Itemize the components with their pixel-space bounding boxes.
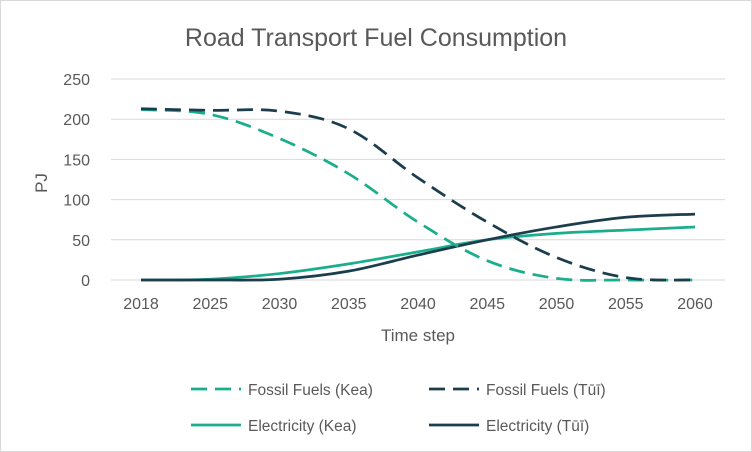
series-line-1 (140, 107, 696, 282)
legend: Fossil Fuels (Kea) Fossil Fuels (Tūī) Elec… (191, 382, 606, 435)
y-tick-label: 50 (72, 233, 90, 250)
x-axis-ticks: 2018 2025 2030 2035 2040 2045 2050 2055 2060 (123, 296, 713, 313)
y-axis-title: PJ (32, 173, 51, 193)
x-tick-label: 2018 (123, 296, 159, 313)
x-axis-title: Time step (381, 326, 455, 345)
gridlines (111, 78, 725, 281)
series-line-2 (140, 225, 696, 282)
x-tick-label: 2030 (262, 296, 298, 313)
x-tick-label: 2040 (400, 296, 436, 313)
y-tick-label: 0 (81, 273, 90, 290)
legend-label: Electricity (Kea) (248, 418, 357, 435)
x-tick-label: 2055 (608, 296, 644, 313)
legend-label: Fossil Fuels (Tūī) (486, 382, 606, 399)
x-tick-label: 2045 (469, 296, 505, 313)
x-tick-label: 2025 (192, 296, 228, 313)
y-tick-label: 100 (63, 193, 90, 210)
x-tick-label: 2060 (677, 296, 713, 313)
chart-title: Road Transport Fuel Consumption (185, 24, 567, 52)
y-tick-label: 250 (63, 72, 90, 89)
y-tick-label: 150 (63, 152, 90, 169)
x-tick-label: 2035 (331, 296, 367, 313)
y-tick-label: 200 (63, 112, 90, 129)
series-lines (140, 107, 696, 282)
legend-label: Fossil Fuels (Kea) (248, 382, 373, 399)
x-tick-label: 2050 (539, 296, 575, 313)
y-axis-ticks: 0 50 100 150 200 250 (63, 72, 90, 290)
legend-label: Electricity (Tūī) (486, 418, 589, 435)
series-line-3 (140, 212, 696, 282)
